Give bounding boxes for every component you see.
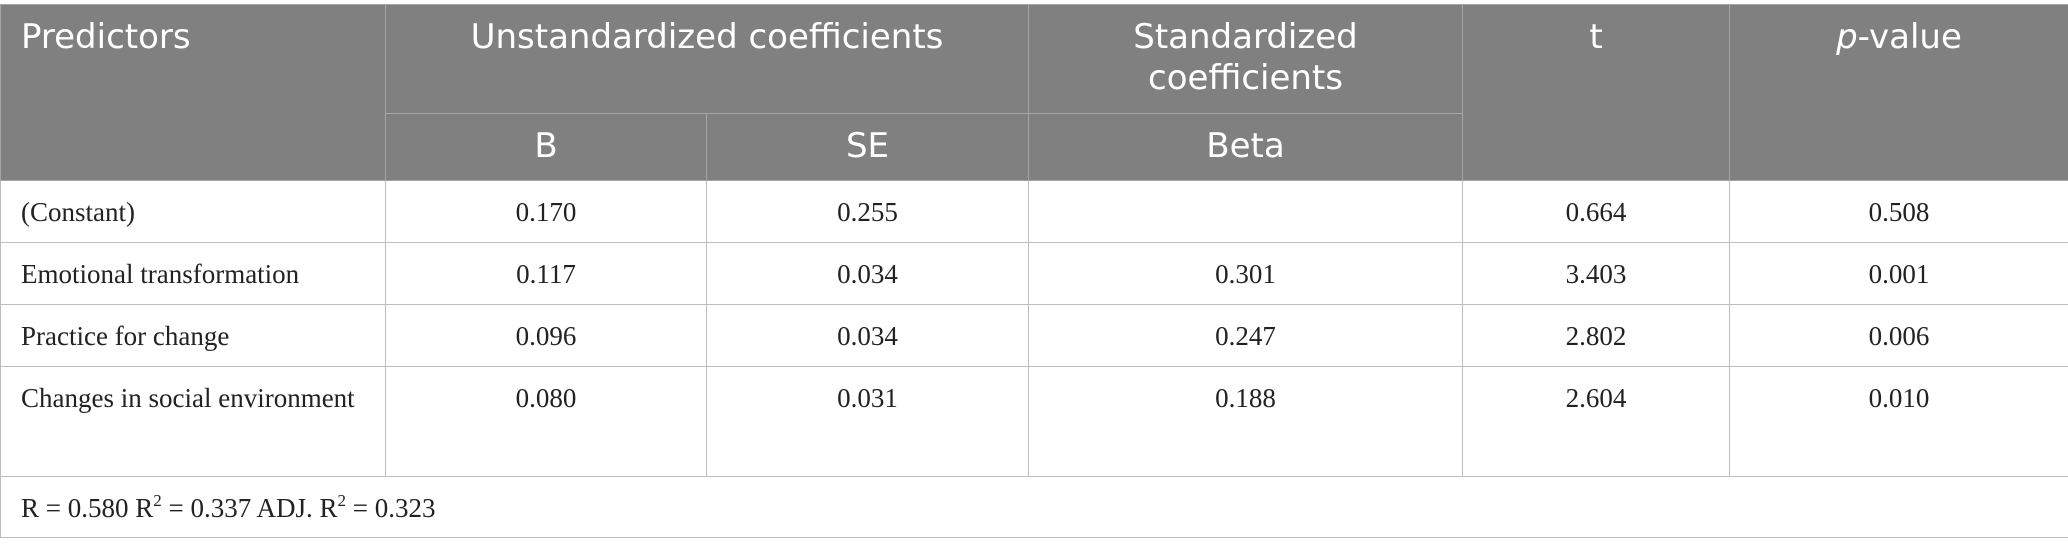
header-b: B: [385, 113, 707, 181]
footer-r2-text: = 0.337 ADJ. R: [161, 493, 338, 523]
cell-predictor: Emotional transformation: [0, 242, 386, 305]
cell-predictor: Practice for change: [0, 304, 386, 367]
cell-t: 3.403: [1462, 242, 1730, 305]
header-t: t: [1462, 4, 1730, 181]
header-se: SE: [706, 113, 1029, 181]
table-row: Changes in social environment 0.080 0.03…: [0, 366, 2068, 477]
cell-beta: 0.188: [1028, 366, 1463, 477]
cell-b: 0.117: [385, 242, 707, 305]
table-header: Predictors Unstandardized coefficients S…: [0, 4, 2068, 181]
regression-table: Predictors Unstandardized coefficients S…: [0, 4, 2068, 538]
table-row: Emotional transformation 0.117 0.034 0.3…: [0, 242, 2068, 305]
table-row: (Constant) 0.170 0.255 0.664 0.508: [0, 180, 2068, 243]
cell-t: 2.802: [1462, 304, 1730, 367]
cell-p-value: 0.508: [1729, 180, 2068, 243]
footer-adj-text: = 0.323: [346, 493, 436, 523]
model-fit-note: R = 0.580 R2 = 0.337 ADJ. R2 = 0.323: [0, 476, 2068, 538]
cell-beta: 0.301: [1028, 242, 1463, 305]
cell-se: 0.255: [706, 180, 1029, 243]
cell-beta: [1028, 180, 1463, 243]
cell-se: 0.034: [706, 304, 1029, 367]
cell-se: 0.031: [706, 366, 1029, 477]
header-standardized-coefficients: Standardized coefficients: [1028, 4, 1463, 114]
cell-b: 0.096: [385, 304, 707, 367]
table-body: (Constant) 0.170 0.255 0.664 0.508 Emoti…: [0, 180, 2068, 538]
cell-p-value: 0.010: [1729, 366, 2068, 477]
cell-p-value: 0.006: [1729, 304, 2068, 367]
cell-p-value: 0.001: [1729, 242, 2068, 305]
header-unstandardized-coefficients: Unstandardized coefficients: [385, 4, 1029, 114]
cell-b: 0.080: [385, 366, 707, 477]
header-beta: Beta: [1028, 113, 1463, 181]
header-p-value: p-value: [1729, 4, 2068, 181]
header-p-italic: p: [1836, 17, 1858, 57]
footer-superscript-2: 2: [153, 491, 162, 510]
cell-se: 0.034: [706, 242, 1029, 305]
cell-predictor: Changes in social environment: [0, 366, 386, 477]
cell-t: 2.604: [1462, 366, 1730, 477]
cell-t: 0.664: [1462, 180, 1730, 243]
cell-beta: 0.247: [1028, 304, 1463, 367]
regression-table-container: Predictors Unstandardized coefficients S…: [0, 4, 2068, 538]
header-predictors: Predictors: [0, 4, 386, 181]
cell-b: 0.170: [385, 180, 707, 243]
footer-superscript-2: 2: [337, 491, 347, 510]
cell-predictor: (Constant): [0, 180, 386, 243]
table-footer-row: R = 0.580 R2 = 0.337 ADJ. R2 = 0.323: [0, 476, 2068, 538]
header-p-suffix: -value: [1857, 17, 1962, 57]
table-row: Practice for change 0.096 0.034 0.247 2.…: [0, 304, 2068, 367]
footer-r-text: R = 0.580 R: [21, 493, 154, 523]
